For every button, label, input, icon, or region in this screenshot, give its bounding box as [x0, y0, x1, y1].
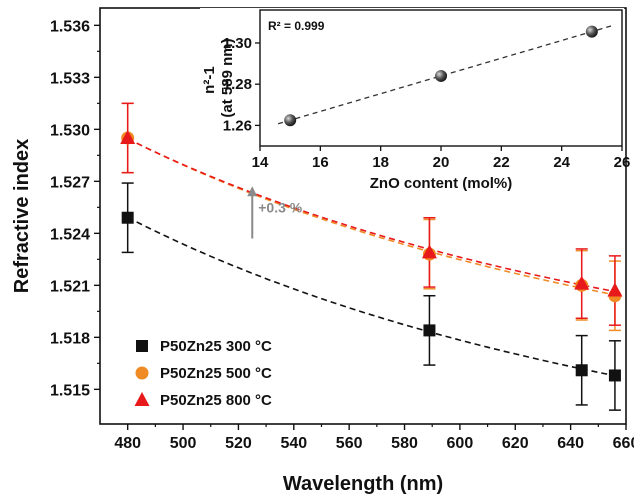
legend-label: P50Zn25 500 °C [160, 365, 272, 382]
inset-y-tick-label: 1.30 [223, 35, 252, 52]
y-tick-label: 1.521 [50, 278, 90, 295]
inset-y-axis-title-line2: (at 589 nm) [219, 38, 236, 117]
x-tick-label: 620 [502, 435, 529, 452]
main-x-ticks: 480 500 520 540 560 580 600 620 640 660 [114, 424, 634, 452]
x-tick-label: 600 [447, 435, 474, 452]
fit-line-series-2 [127, 138, 616, 293]
fit-line-series-0 [127, 216, 616, 377]
data-point-square [575, 364, 588, 377]
y-tick-label: 1.527 [50, 174, 90, 191]
inset-y-tick-label: 1.28 [223, 76, 252, 93]
data-point-triangle [607, 282, 623, 297]
legend-marker-square [136, 340, 148, 352]
inset-y-axis-title: n²-1 (at 589 nm) [201, 38, 236, 117]
legend-label: P50Zn25 800 °C [160, 392, 272, 409]
fit-line-series-1 [127, 137, 616, 296]
inset-plot: 14 16 18 20 22 24 26 1.26 1.28 1.30 ZnO content … [200, 8, 630, 192]
y-tick-label: 1.533 [50, 70, 90, 87]
x-tick-label: 500 [170, 435, 197, 452]
y-tick-label: 1.518 [50, 330, 90, 347]
legend: P50Zn25 300 °C P50Zn25 500 °C P50Zn25 800 … [134, 338, 272, 409]
data-point-square [423, 324, 436, 337]
x-tick-label: 520 [225, 435, 252, 452]
main-fit-lines [127, 137, 616, 377]
x-tick-label: 540 [280, 435, 307, 452]
inset-x-tick-label: 20 [433, 154, 450, 171]
inset-fit-label: R² = 0.999 [268, 19, 325, 33]
inset-x-tick-label: 24 [553, 154, 570, 171]
main-data-points [120, 130, 623, 382]
x-tick-label: 640 [557, 435, 584, 452]
inset-y-ticks: 1.26 1.28 1.30 [223, 35, 260, 134]
inset-data-points [284, 25, 598, 127]
x-tick-label: 580 [391, 435, 418, 452]
inset-x-axis-title: ZnO content (mol%) [370, 175, 513, 192]
x-tick-label: 480 [114, 435, 141, 452]
x-axis-title: Wavelength (nm) [283, 473, 443, 495]
y-axis-title: Refractive index [11, 139, 33, 294]
inset-data-point [284, 114, 297, 127]
inset-label-backdrop [200, 8, 258, 156]
inset-y-tick-label: 1.26 [223, 117, 252, 134]
inset-x-tick-label: 14 [252, 154, 269, 171]
data-point-square [608, 369, 621, 382]
inset-data-point [585, 25, 598, 38]
data-point-triangle [120, 130, 136, 144]
data-point-triangle [574, 275, 590, 290]
y-tick-label: 1.536 [50, 18, 90, 35]
main-annotation: +0.3 % [247, 186, 303, 239]
inset-x-ticks: 14 16 18 20 22 24 26 [252, 146, 631, 171]
annotation-label: +0.3 % [258, 199, 303, 215]
x-tick-label: 560 [336, 435, 363, 452]
inset-x-tick-label: 26 [614, 154, 631, 171]
inset-data-point [435, 69, 447, 82]
data-point-triangle [421, 244, 437, 259]
main-plot: +0.3 % 480 500 520 540 560 580 600 620 640 660 1.… [11, 7, 634, 495]
inset-x-tick-label: 22 [493, 154, 510, 171]
y-tick-label: 1.530 [50, 122, 90, 139]
legend-marker-triangle [134, 392, 150, 406]
inset-y-axis-title-line1: n²-1 [201, 66, 218, 94]
annotation-arrow-head [247, 186, 258, 197]
data-point-square [121, 211, 134, 224]
inset-x-tick-label: 16 [312, 154, 329, 171]
main-y-ticks: 1.515 1.518 1.521 1.524 1.527 1.530 1.533 1.536 [50, 18, 100, 399]
x-tick-label: 660 [613, 435, 634, 452]
legend-label: P50Zn25 300 °C [160, 338, 272, 355]
legend-marker-circle [135, 366, 149, 380]
y-tick-label: 1.515 [50, 382, 90, 399]
inset-x-tick-label: 18 [372, 154, 389, 171]
y-tick-label: 1.524 [50, 226, 90, 243]
